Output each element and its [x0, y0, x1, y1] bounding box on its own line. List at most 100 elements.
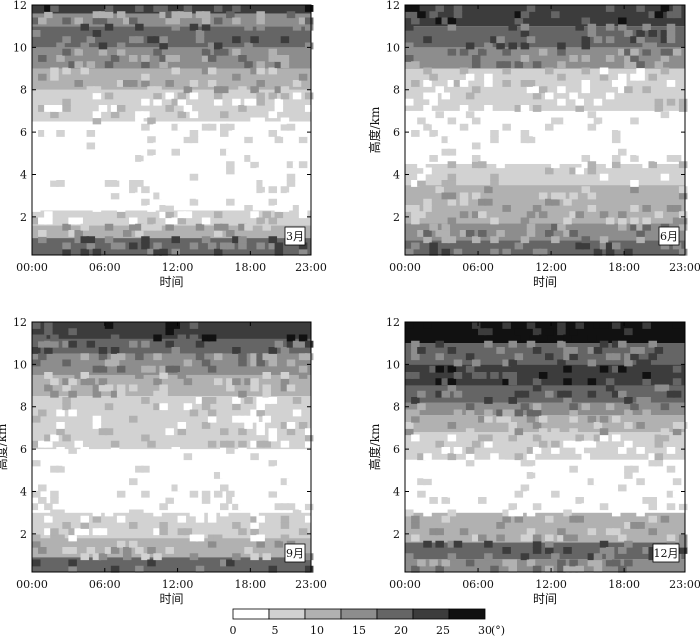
contour-patch	[599, 540, 609, 548]
contour-patch	[441, 390, 451, 398]
contour-patch	[532, 248, 542, 256]
contour-patch	[453, 80, 463, 87]
contour-patch	[304, 434, 314, 442]
contour-patch	[226, 497, 235, 504]
contour-patch	[92, 509, 102, 517]
contour-patch	[286, 192, 296, 200]
contour-patch	[280, 36, 290, 44]
contour-patch	[496, 155, 505, 162]
contour-patch	[171, 148, 180, 156]
contour-patch	[599, 547, 609, 554]
contour-patch	[44, 328, 53, 336]
contour-patch	[304, 92, 314, 100]
contour-patch	[526, 5, 536, 12]
contour-patch	[471, 211, 481, 219]
contour-patch	[654, 384, 664, 392]
contour-patch	[569, 347, 578, 354]
x-axis-title: 时间	[533, 592, 557, 606]
contour-patch	[581, 155, 591, 162]
contour-patch	[563, 472, 572, 479]
contour-patch	[256, 217, 265, 225]
contour-patch	[189, 553, 199, 561]
contour-patch	[405, 205, 414, 212]
contour-patch	[38, 340, 47, 348]
contour-patch	[624, 540, 633, 548]
contour-patch	[62, 434, 71, 442]
contour-patch	[116, 353, 126, 361]
contour-patch	[74, 372, 83, 379]
contour-patch	[50, 509, 59, 517]
contour-patch	[459, 67, 469, 75]
plot-frame	[404, 4, 686, 256]
month-tag: 9月	[286, 547, 304, 560]
contour-patch	[189, 198, 199, 206]
contour-patch	[545, 67, 554, 75]
contour-patch	[447, 365, 457, 373]
contour-patch	[490, 173, 499, 181]
contour-band	[32, 68, 311, 90]
contour-patch	[459, 528, 469, 536]
contour-patch	[92, 30, 102, 37]
contour-patch	[244, 547, 253, 554]
contour-patch	[611, 130, 621, 137]
contour-patch	[563, 353, 572, 361]
contour-patch	[508, 509, 517, 517]
contour-patch	[74, 17, 83, 25]
contour-patch	[618, 17, 627, 25]
contour-patch	[471, 117, 481, 125]
contour-patch	[636, 5, 645, 12]
contour-patch	[110, 334, 120, 342]
contour-patch	[526, 509, 536, 517]
contour-patch	[110, 390, 120, 398]
contour-patch	[587, 415, 597, 423]
contour-patch	[32, 490, 41, 498]
contour-patch	[526, 340, 536, 348]
x-tick-label: 18:00	[608, 261, 640, 274]
contour-patch	[56, 180, 65, 187]
contour-patch	[581, 453, 591, 461]
contour-patch	[575, 98, 584, 106]
contour-patch	[417, 180, 426, 187]
contour-patch	[405, 42, 414, 50]
contour-patch	[435, 340, 444, 348]
contour-patch	[435, 136, 444, 144]
contour-patch	[177, 11, 187, 19]
contour-patch	[532, 434, 542, 442]
colorbar-swatch	[376, 608, 414, 620]
contour-patch	[256, 359, 265, 367]
contour-patch	[441, 136, 451, 144]
contour-patch	[183, 378, 193, 386]
contour-patch	[642, 205, 651, 212]
contour-patch	[429, 365, 438, 373]
contour-patch	[280, 534, 290, 542]
contour-patch	[256, 80, 265, 87]
contour-patch	[532, 403, 542, 411]
contour-patch	[465, 559, 475, 567]
contour-patch	[68, 390, 77, 398]
contour-patch	[32, 205, 41, 212]
contour-patch	[660, 384, 670, 392]
contour-patch	[581, 236, 591, 244]
colorbar-tick-label: 0	[230, 624, 237, 636]
contour-patch	[104, 509, 114, 517]
contour-patch	[423, 540, 432, 548]
contour-patch	[177, 123, 187, 131]
contour-patch	[92, 248, 102, 256]
contour-patch	[177, 372, 187, 379]
contour-patch	[220, 48, 229, 56]
contour-patch	[605, 36, 615, 44]
y-axis-title: 高度/km	[0, 423, 9, 470]
contour-patch	[465, 459, 475, 467]
contour-patch	[532, 540, 542, 548]
contour-patch	[256, 167, 265, 175]
contour-patch	[405, 98, 414, 106]
contour-patch	[268, 565, 278, 573]
contour-patch	[666, 534, 676, 542]
contour-patch	[226, 242, 235, 250]
contour-patch	[177, 180, 187, 187]
contour-patch	[630, 180, 639, 187]
contour-patch	[298, 340, 308, 348]
x-tick-label: 00:00	[16, 578, 48, 591]
contour-patch	[110, 111, 120, 119]
contour-patch	[274, 105, 284, 112]
